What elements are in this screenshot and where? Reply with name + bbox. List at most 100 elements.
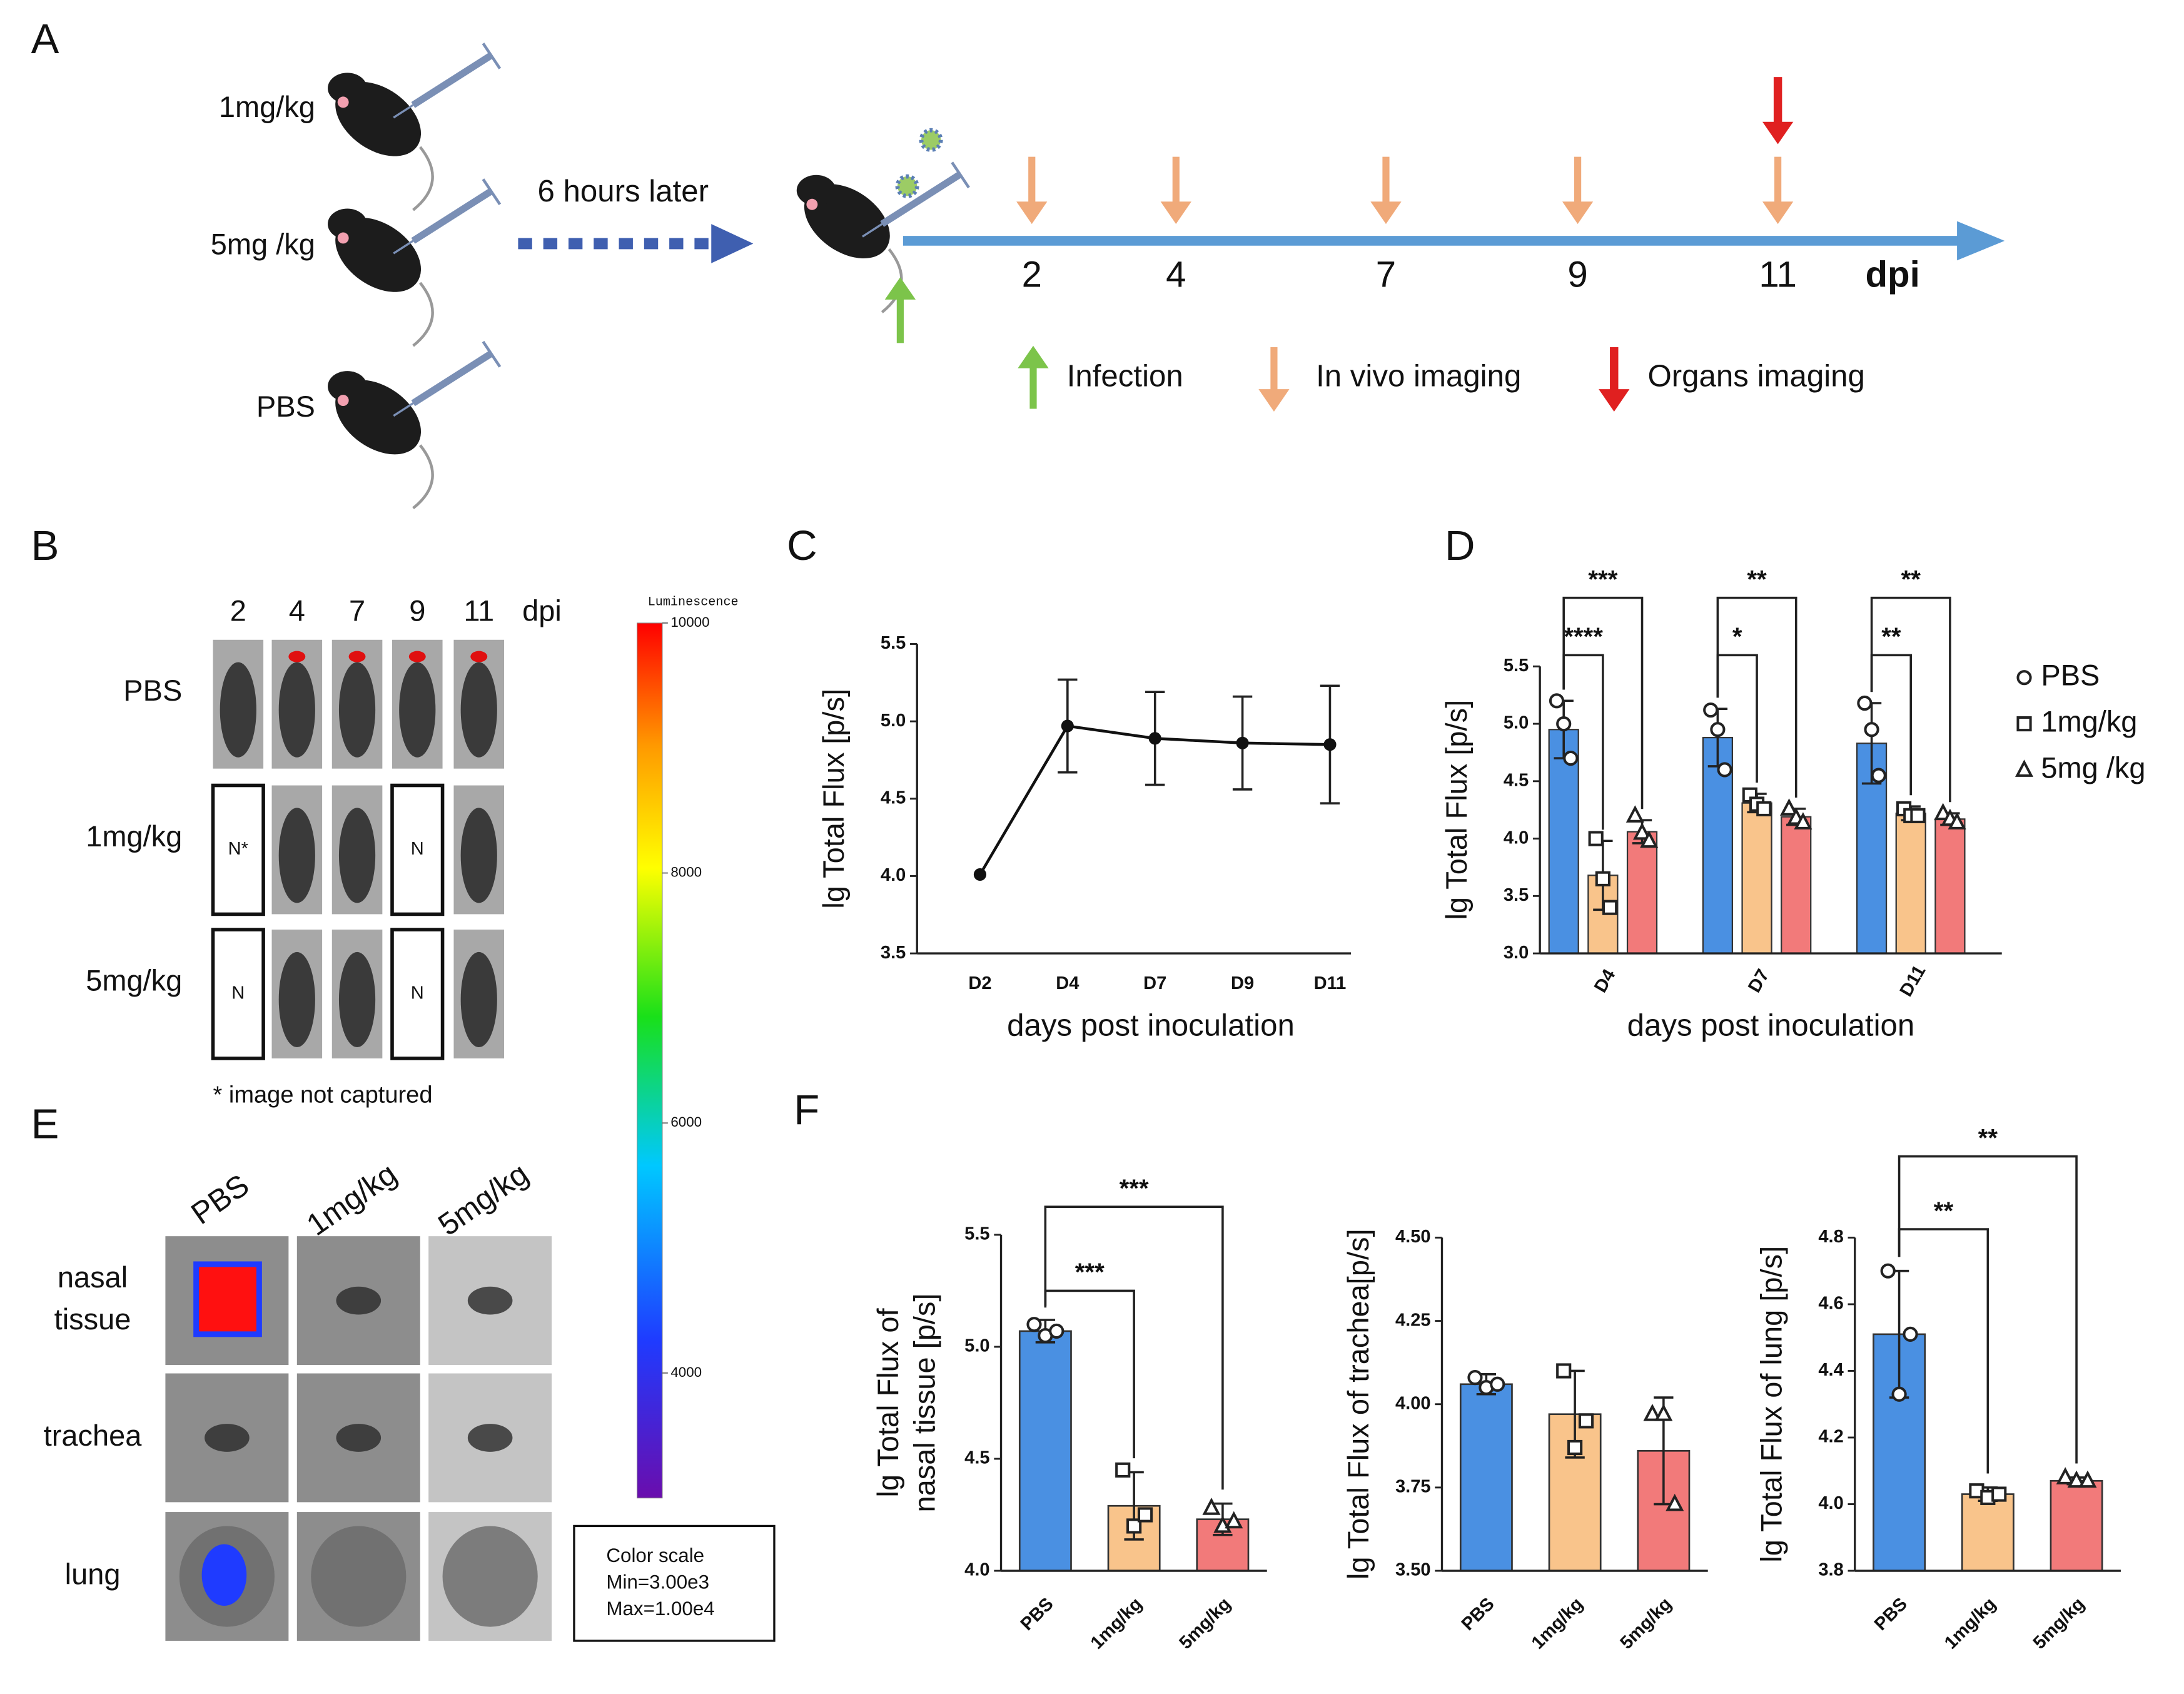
x-tick-label: 5mg/kg: [1617, 1594, 1676, 1653]
mouse-silhouette: [460, 662, 497, 758]
day-label: 11: [463, 594, 494, 627]
needle: [862, 223, 883, 238]
data-point: [1871, 768, 1886, 783]
arrow-head: [1018, 345, 1049, 368]
signal: [470, 651, 488, 662]
y-tick-label: 4.5: [881, 788, 906, 808]
x-tick-label: D9: [1231, 973, 1254, 993]
data-point: [2078, 1470, 2097, 1488]
arrow-head: [1562, 201, 1594, 225]
y-axis-label: nasal tissue [p/s]: [907, 1294, 941, 1513]
group-label: 5mg/kg: [86, 963, 182, 997]
y-tick-label: 5.5: [1504, 656, 1529, 676]
y-tick-label: 4.6: [1818, 1294, 1843, 1314]
legend-label: In vivo imaging: [1316, 358, 1521, 393]
data-point: [1126, 1518, 1142, 1534]
arrow-head: [711, 224, 754, 263]
unit-label: dpi: [1866, 255, 1920, 295]
mouse-head: [328, 208, 367, 240]
colorbar-title: Luminescence: [648, 596, 739, 610]
x-tick-label: 1mg/kg: [1941, 1594, 2000, 1653]
plunger: [482, 178, 502, 205]
data-point: [1578, 1413, 1594, 1429]
data-point: [1061, 719, 1074, 733]
y-tick-label: 4.5: [1504, 771, 1529, 791]
significance-label: *: [1732, 622, 1742, 651]
missing-label: N*: [228, 839, 248, 859]
significance-label: ****: [1564, 622, 1603, 651]
data-point: [1567, 1439, 1583, 1456]
bar: [1626, 831, 1658, 955]
mouse-silhouette: [338, 951, 376, 1048]
x-tick-label: D11: [1314, 973, 1347, 993]
needle: [393, 240, 414, 255]
x-tick-label: D7: [1143, 973, 1166, 993]
day-label: 7: [1376, 255, 1396, 295]
significance-label: **: [1881, 622, 1901, 651]
bar: [1781, 816, 1812, 955]
data-point: [1236, 736, 1249, 749]
data-point: [1026, 1317, 1042, 1332]
y-tick-label: 4.0: [964, 1560, 989, 1580]
mouse-silhouette: [278, 951, 315, 1048]
plunger: [482, 340, 502, 368]
mouse-silhouette: [338, 808, 376, 903]
bar: [1018, 1330, 1072, 1572]
panel-label: A: [31, 16, 59, 63]
y-tick-label: 4.50: [1395, 1227, 1431, 1247]
x-tick-label: PBS: [1017, 1594, 1058, 1635]
x-tick-label: PBS: [1458, 1594, 1499, 1635]
panel-label: D: [1445, 522, 1475, 569]
y-tick-label: 4.5: [964, 1448, 989, 1468]
delay-label: 6 hours later: [537, 174, 709, 208]
significance-bracket: [1716, 596, 1797, 798]
signal: [193, 1261, 262, 1337]
legend-marker: [2016, 716, 2032, 732]
significance-bracket: [1898, 1155, 2078, 1464]
bar: [1895, 813, 1926, 955]
needle: [393, 402, 414, 417]
missing-cell: [211, 928, 265, 1060]
data-point: [1891, 1386, 1907, 1402]
legend-marker: [2015, 759, 2034, 777]
data-point: [1467, 1370, 1483, 1386]
data-point: [1595, 871, 1610, 886]
significance-label: ***: [1120, 1174, 1149, 1202]
signal: [288, 651, 306, 662]
tissue-label: nasal: [58, 1260, 128, 1294]
syringe: [880, 172, 961, 227]
day-label: 4: [1166, 255, 1186, 295]
syringe: [411, 188, 492, 244]
data-point: [1717, 762, 1732, 778]
data-point: [1780, 798, 1799, 816]
day-label: 11: [1759, 255, 1796, 295]
x-tick-label: D7: [1744, 966, 1773, 996]
y-tick-label: 5.5: [881, 633, 906, 653]
data-point: [1864, 722, 1879, 738]
y-tick-label: 4.4: [1818, 1360, 1844, 1380]
missing-cell: [390, 783, 445, 916]
colorbar-tick-label: 4000: [670, 1364, 702, 1380]
mouse-silhouette: [460, 808, 497, 903]
y-axis-label: lg Total Flux [p/s]: [1440, 700, 1473, 920]
y-axis-label: lg Total Flux of trachea[p/s]: [1342, 1229, 1375, 1580]
data-point: [1903, 1326, 1918, 1342]
y-tick-label: 4.0: [1504, 828, 1529, 848]
mouse-silhouette: [460, 951, 497, 1048]
bar: [1934, 818, 1966, 955]
data-point: [1556, 716, 1572, 732]
arrow-head: [1957, 221, 2005, 261]
colorbar-tick-label: 8000: [670, 864, 702, 880]
group-label: PBS: [256, 390, 315, 423]
significance-label: **: [1934, 1197, 1954, 1225]
colorbar-tick-label: 10000: [670, 614, 709, 630]
organ: [311, 1526, 407, 1627]
mouse-tail: [412, 146, 434, 211]
y-tick-label: 3.50: [1395, 1560, 1431, 1580]
tissue-label: lung: [65, 1557, 121, 1590]
group-label: 1mg/kg: [219, 90, 315, 123]
y-axis-label: lg Total Flux of: [871, 1308, 904, 1498]
x-tick-label: 1mg/kg: [1528, 1594, 1587, 1653]
arrow-head: [1258, 389, 1290, 412]
data-point: [1948, 812, 1966, 829]
